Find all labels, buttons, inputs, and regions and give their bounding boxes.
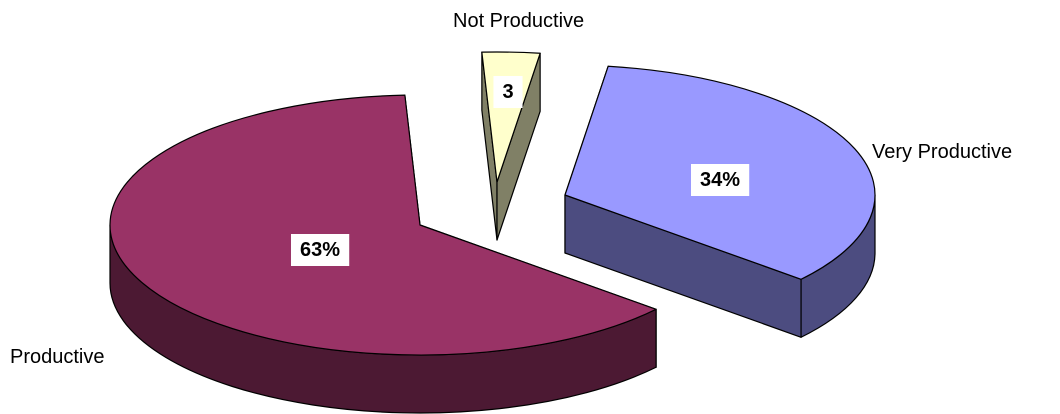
data-label-box-productive: [290, 234, 350, 266]
pie-labels: 34% 63% 3 Very Productive Productive Not Prod…: [10, 10, 1012, 368]
category-label-not-productive: Not Productive: [453, 10, 584, 32]
category-label-very-productive: Very Productive: [872, 141, 1012, 163]
category-label-productive: Productive: [10, 346, 105, 368]
pie-slices: [109, 51, 876, 414]
data-label-not-productive: 3: [502, 81, 513, 103]
data-label-box-very-productive: [690, 164, 750, 196]
slice-productive: [109, 94, 657, 414]
data-label-box-not-productive: [493, 76, 523, 108]
data-label-very-productive: 34%: [700, 169, 740, 191]
slice-top-productive: [109, 94, 657, 356]
data-label-productive: 63%: [300, 239, 340, 261]
